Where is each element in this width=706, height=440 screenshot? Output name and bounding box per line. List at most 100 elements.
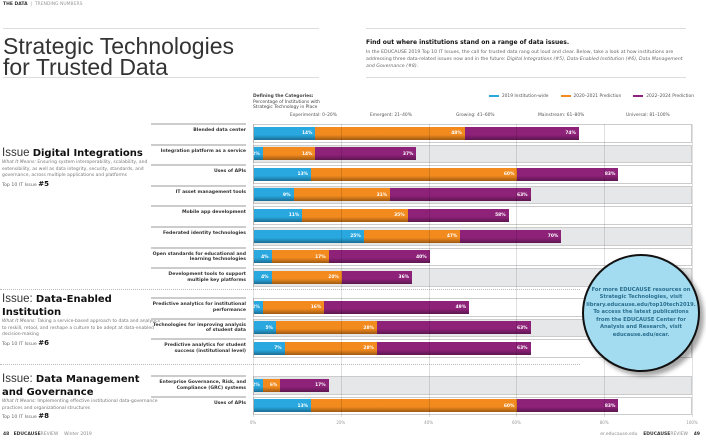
issue-digital-integrations: Issue Digital Integrations What It Means… (2, 147, 162, 188)
row-label: Uses of APIs (151, 164, 246, 175)
legend-item: 2020–2021 Prediction (560, 94, 621, 99)
intro-text: In the EDUCAUSE 2019 Top 10 IT Issues, t… (366, 50, 683, 69)
data-label: 36% (398, 275, 410, 281)
page-title: Strategic Technologies for Trusted Data (3, 33, 234, 80)
divider (366, 77, 686, 78)
bar-2020-2021 (254, 341, 377, 355)
x-tick-label: 100% (686, 420, 698, 425)
row-label: Uses of APIs (151, 395, 246, 407)
data-label: 37% (402, 151, 414, 157)
data-label: 28% (363, 325, 374, 331)
row-label: Technologies for improving analysis of s… (151, 317, 246, 335)
data-label: 60% (503, 403, 515, 409)
data-label: 47% (446, 234, 458, 239)
x-tick-label: 60% (511, 420, 521, 425)
data-label: 28% (363, 346, 374, 352)
data-label: 74% (565, 131, 576, 136)
bar-2019 (254, 250, 272, 264)
data-label: 2% (252, 305, 260, 310)
row-label: Blended data center (151, 123, 246, 134)
bar-2019 (254, 270, 272, 284)
issue-description: What It Means: Taking a service-based ap… (2, 319, 161, 337)
category-label: Experimental: 0–20% (290, 113, 337, 118)
issue-rank: Top 10 IT Issue #5 (2, 179, 49, 188)
data-label: 13% (297, 403, 309, 409)
chart-legend: 2019 Institution-wide 2020–2021 Predicti… (488, 94, 694, 99)
row-band (253, 376, 692, 395)
data-label: 40% (416, 254, 427, 260)
bar-2020-2021 (254, 250, 329, 264)
row-label: Enterprise Governance, Risk, and Complia… (151, 375, 246, 392)
category-label: Emergent: 21–40% (370, 113, 412, 118)
legend-item: 2019 Institution-wide (488, 94, 549, 99)
gridline (340, 124, 342, 417)
data-label: 31% (376, 192, 388, 198)
data-label: 63% (517, 325, 528, 331)
data-label: 63% (517, 346, 528, 352)
x-tick-label: 0% (249, 420, 257, 425)
data-label: 17% (315, 383, 326, 388)
data-label: 7% (274, 346, 282, 352)
issue-title: Issue Digital Integrations (2, 147, 143, 159)
data-label: 9% (283, 192, 291, 198)
gridline (428, 124, 430, 417)
legend-item: 2022–2024 Prediction (633, 94, 694, 99)
bar-2020-2021 (254, 270, 342, 284)
bar-2019 (254, 229, 364, 243)
row-label: Open standards for educational and learn… (151, 246, 246, 264)
data-label: 70% (547, 234, 559, 239)
data-label: 11% (288, 213, 300, 219)
data-label: 20% (328, 275, 339, 281)
row-label: Predictive analytics for student success… (151, 338, 246, 355)
data-label: 35% (394, 213, 405, 219)
gridline (516, 124, 518, 417)
data-label: 49% (455, 305, 467, 310)
data-label: 58% (495, 213, 506, 219)
data-label: 13% (297, 172, 309, 178)
intro-heading: Find out where institutions stand on a r… (366, 39, 570, 46)
bar-2019 (254, 126, 316, 140)
data-label: 17% (315, 254, 326, 260)
data-label: 83% (604, 403, 616, 409)
issue-rank: Top 10 IT Issue #8 (2, 412, 49, 420)
category-label: Universal: 81–100% (626, 113, 670, 118)
row-label: Integration platform as a service (151, 143, 246, 155)
issue-description: What It Means: Ensuring system interoper… (2, 160, 148, 178)
data-label: 14% (301, 151, 313, 157)
bar-2019 (254, 188, 294, 202)
footer-left: 48 EDUCAUSEREVIEW Winter 2019 (3, 432, 92, 437)
bar-2019 (254, 321, 276, 335)
row-label: Predictive analytics for institutional p… (151, 297, 246, 314)
bar-2019 (254, 147, 263, 161)
category-label: Mainstream: 61–80% (538, 113, 585, 118)
issue-description: What It Means: Implementing effective in… (2, 399, 158, 411)
bar-2019 (254, 208, 303, 222)
gridline (253, 124, 254, 417)
data-label: 63% (517, 192, 528, 198)
data-label: 83% (604, 172, 616, 178)
x-tick-label: 40% (424, 420, 434, 425)
gridline (692, 124, 693, 417)
bar-2020-2021 (254, 321, 377, 335)
issue-data-enabled-institution: Issue: Data-Enabled Institution What It … (2, 293, 162, 347)
callout-circle: For more EDUCAUSE resources on Strategic… (582, 254, 700, 372)
bar-2020-2021 (254, 167, 518, 181)
bar-2019 (254, 399, 312, 413)
x-tick-label: 20% (336, 420, 346, 425)
bar-2019 (254, 167, 312, 181)
data-label: 2% (252, 383, 260, 388)
row-label: Federated identity technologies (151, 226, 246, 237)
categories-definition: Defining the Categories: Percentage of In… (253, 94, 320, 111)
data-label: 48% (451, 131, 462, 136)
divider (0, 289, 580, 290)
issue-title: Issue: Data Management and Governance (2, 373, 140, 398)
data-label: 25% (350, 234, 361, 239)
issue-rank: Top 10 IT Issue #6 (2, 338, 49, 347)
row-label: Mobile app development (151, 205, 246, 216)
bar-2020-2021 (254, 147, 316, 161)
x-tick-label: 80% (599, 420, 609, 425)
data-label: 2% (252, 151, 260, 157)
data-label: 6% (269, 383, 278, 388)
row-label: IT asset management tools (151, 184, 246, 196)
row-label: Development tools to support multiple ke… (151, 267, 246, 284)
